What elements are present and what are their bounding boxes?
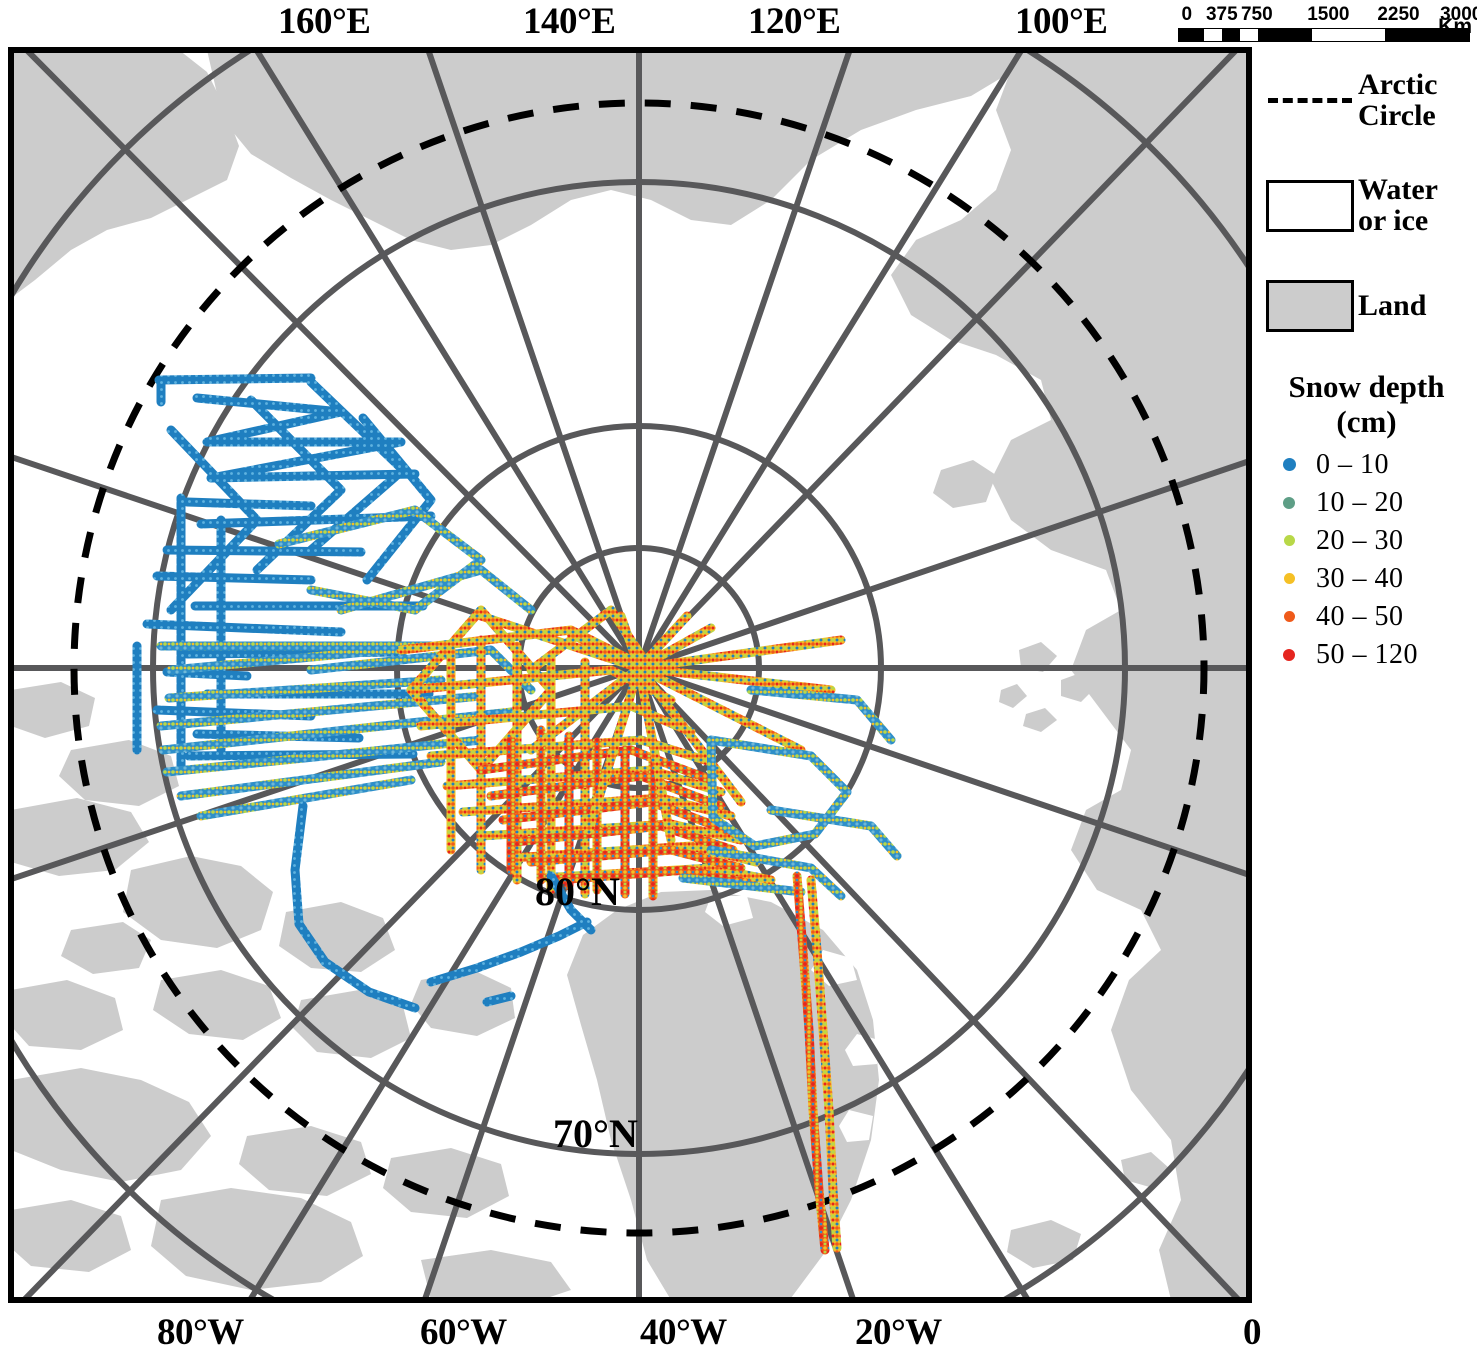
snow-depth-class-5: 50 – 120 — [1262, 636, 1477, 674]
snow-depth-label-2: 20 – 30 — [1316, 524, 1404, 556]
map-canvas — [8, 47, 1252, 1303]
lat-label-80N: 80°N — [535, 869, 620, 914]
legend-label-arctic-circle-line2: Circle — [1358, 98, 1436, 132]
snow-depth-label-5: 50 – 120 — [1316, 638, 1418, 670]
land-swatch-key — [1262, 280, 1358, 333]
snow-dot-icon-2 — [1283, 535, 1295, 547]
water-swatch-key — [1262, 179, 1358, 232]
lon-label-0: 0 — [1243, 1312, 1262, 1353]
snow-depth-class-3: 30 – 40 — [1262, 560, 1477, 598]
snow-dot-cell-1 — [1262, 496, 1316, 509]
lat-label-70N: 70°N — [553, 1111, 638, 1156]
arctic-circle-key — [1262, 98, 1358, 104]
scale-tick-1500: 1500 — [1307, 4, 1350, 25]
legend-label-arctic-circle-line1: Arctic — [1358, 68, 1438, 101]
legend-panel: Arctic Circle Water or ice Land Snow dep… — [1262, 68, 1477, 674]
snow-depth-label-0: 0 – 10 — [1316, 448, 1389, 480]
legend-label-arctic-circle: Arctic Circle — [1358, 68, 1438, 132]
snow-depth-title-line2: (cm) — [1336, 404, 1397, 440]
snow-depth-label-4: 40 – 50 — [1316, 600, 1404, 632]
snow-dot-icon-5 — [1283, 648, 1295, 661]
snow-dot-cell-2 — [1262, 535, 1316, 547]
legend-label-water: Water or ice — [1358, 175, 1438, 236]
snow-depth-tracks — [132, 373, 902, 1255]
snow-depth-class-2: 20 – 30 — [1262, 522, 1477, 560]
dashed-line-icon — [1268, 98, 1352, 104]
legend-item-arctic-circle: Arctic Circle — [1262, 68, 1477, 132]
snow-depth-label-1: 10 – 20 — [1316, 486, 1404, 518]
lon-label-20W: 20°W — [855, 1312, 942, 1353]
scale-bar-ticks: 0 375 750 1500 2250 3000 — [1178, 4, 1477, 28]
lon-label-160E: 160°E — [278, 1, 371, 42]
water-swatch-icon — [1266, 179, 1354, 232]
legend-label-water-line2: or ice — [1358, 203, 1429, 237]
lon-label-80W: 80°W — [157, 1312, 244, 1353]
snow-dot-cell-3 — [1262, 573, 1316, 585]
lon-label-100E: 100°E — [1015, 1, 1108, 42]
snow-depth-title-line1: Snow depth — [1288, 369, 1445, 405]
snow-depth-legend-title: Snow depth (cm) — [1262, 370, 1477, 439]
scale-tick-375: 375 — [1205, 4, 1238, 25]
snow-dot-cell-5 — [1262, 648, 1316, 661]
snow-depth-class-1: 10 – 20 — [1262, 484, 1477, 522]
scale-bar-graphic — [1178, 28, 1470, 42]
scale-tick-2250: 2250 — [1377, 4, 1420, 25]
snow-dot-cell-0 — [1262, 458, 1316, 472]
lon-label-120E: 120°E — [748, 1, 841, 42]
scale-bar: 0 375 750 1500 2250 3000 Km — [1178, 4, 1477, 42]
legend-label-water-line1: Water — [1358, 173, 1438, 207]
snow-depth-class-0: 0 – 10 — [1262, 446, 1477, 484]
snow-dot-icon-0 — [1282, 458, 1296, 472]
scale-tick-750: 750 — [1240, 4, 1273, 25]
land-swatch-icon — [1266, 280, 1354, 333]
snow-dot-icon-1 — [1283, 496, 1295, 509]
snow-dot-cell-4 — [1262, 611, 1316, 623]
snow-depth-class-4: 40 – 50 — [1262, 598, 1477, 636]
legend-item-water: Water or ice — [1262, 175, 1477, 236]
lon-label-40W: 40°W — [640, 1312, 727, 1353]
legend-item-land: Land — [1262, 280, 1477, 333]
arctic-circle-line — [70, 99, 1208, 1237]
snow-dot-icon-3 — [1283, 573, 1295, 585]
lon-label-60W: 60°W — [420, 1312, 507, 1353]
scale-tick-0: 0 — [1181, 4, 1193, 25]
lon-label-140E: 140°E — [523, 1, 616, 42]
map-graphics — [11, 50, 1249, 1300]
snow-depth-class-list: 0 – 10 10 – 20 20 – 30 30 – 40 40 – 50 — [1262, 446, 1477, 674]
scale-bar-unit: Km — [1438, 15, 1472, 38]
snow-depth-label-3: 30 – 40 — [1316, 562, 1404, 594]
snow-dot-icon-4 — [1283, 611, 1295, 623]
scale-tick-3000: 3000 — [1440, 4, 1477, 25]
legend-label-land: Land — [1358, 289, 1427, 323]
